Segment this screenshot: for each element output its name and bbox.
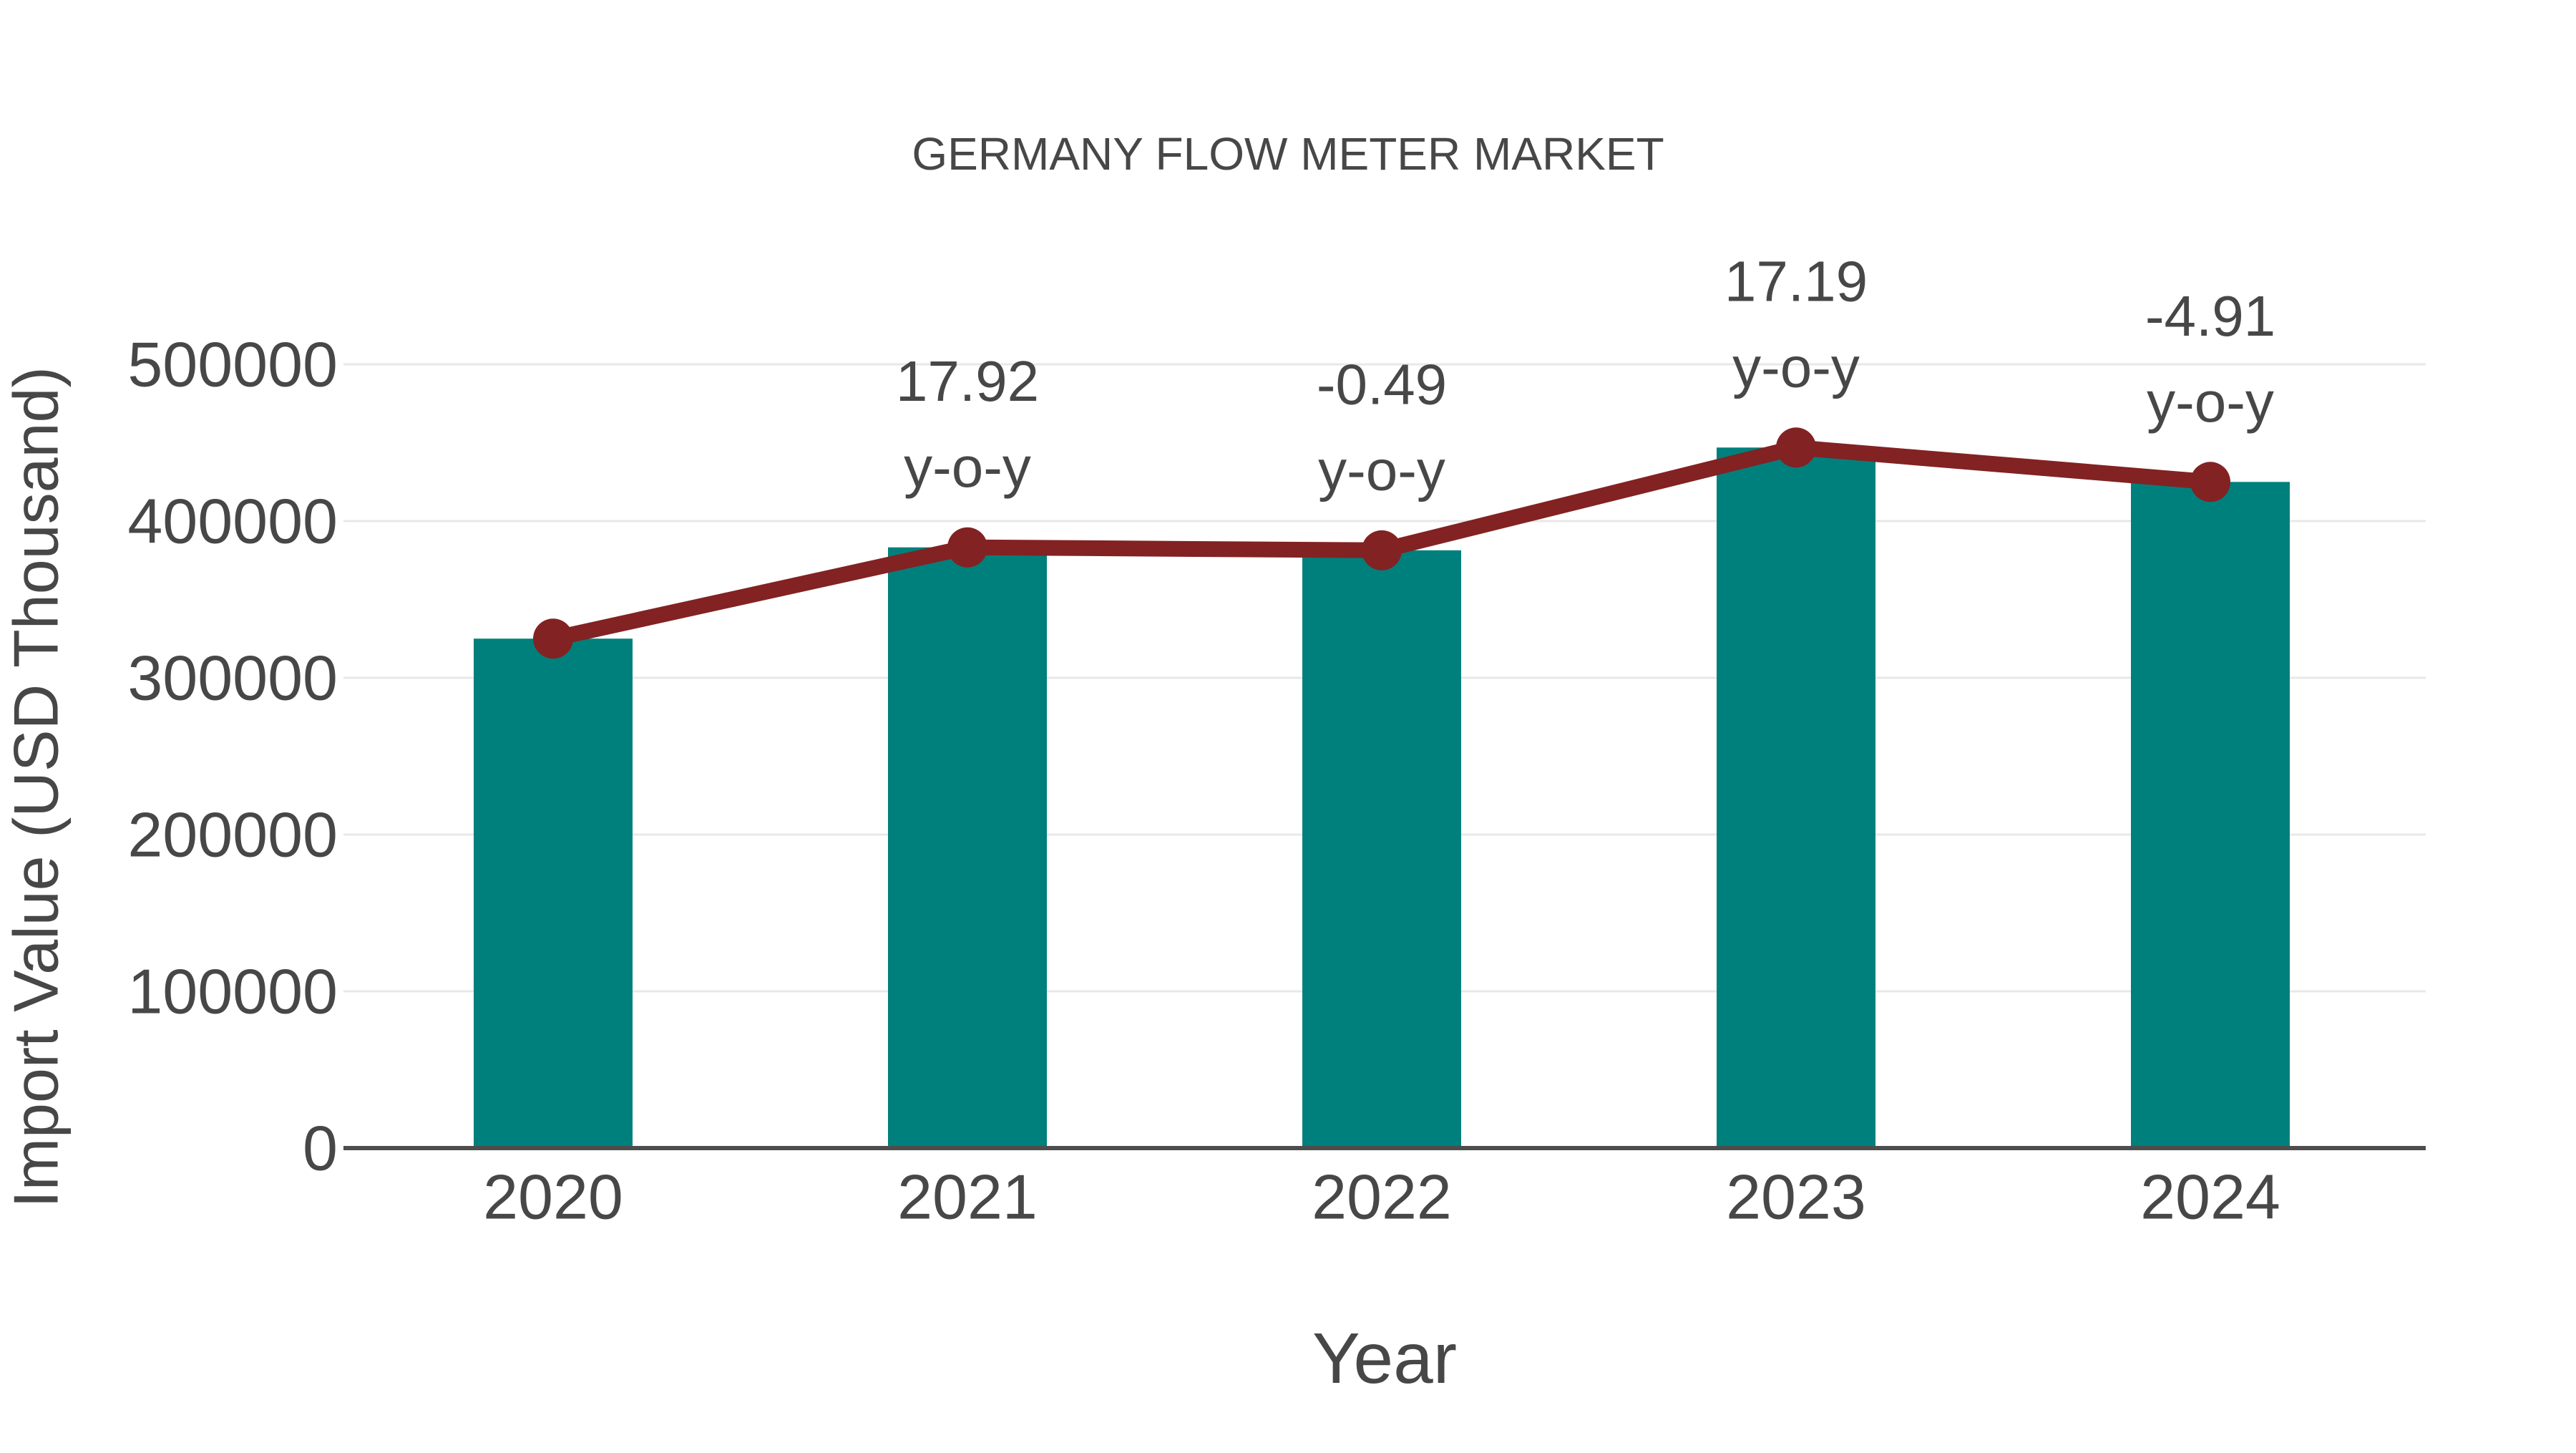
annotation-2023-suffix: y-o-y — [1732, 336, 1860, 399]
y-tick-label-300000: 300000 — [127, 643, 338, 714]
line-series — [533, 427, 2230, 659]
y-axis-title: Import Value (USD Thousand) — [1, 366, 72, 1208]
bar-2024 — [2131, 482, 2290, 1148]
annotation-2021-value: 17.92 — [896, 349, 1039, 413]
y-axis-tick-labels: 0 100000 200000 300000 400000 500000 — [127, 329, 338, 1184]
marker-2022 — [1362, 530, 1402, 570]
annotation-2023-value: 17.19 — [1724, 250, 1868, 314]
annotation-2021-suffix: y-o-y — [904, 435, 1031, 499]
marker-2024 — [2190, 462, 2230, 502]
y-tick-label-0: 0 — [303, 1113, 338, 1184]
x-tick-label-2023: 2023 — [1726, 1162, 1866, 1233]
bar-2022 — [1302, 550, 1461, 1148]
yoy-annotations: 17.92 y-o-y -0.49 y-o-y 17.19 y-o-y -4.91 y-o-y — [896, 250, 2275, 502]
annotation-2022-value: -0.49 — [1317, 352, 1447, 416]
annotation-2022-suffix: y-o-y — [1318, 438, 1445, 502]
marker-2023 — [1776, 427, 1816, 468]
y-tick-label-400000: 400000 — [127, 486, 338, 557]
bar-series — [474, 447, 2290, 1148]
x-tick-label-2020: 2020 — [483, 1162, 623, 1233]
x-axis-tick-labels: 2020 2021 2022 2023 2024 — [483, 1162, 2280, 1233]
x-tick-label-2024: 2024 — [2140, 1162, 2280, 1233]
annotation-2024-suffix: y-o-y — [2147, 370, 2274, 434]
x-tick-label-2022: 2022 — [1312, 1162, 1452, 1233]
y-tick-label-100000: 100000 — [127, 956, 338, 1027]
x-axis-title: Year — [1312, 1318, 1457, 1399]
y-tick-label-500000: 500000 — [127, 329, 338, 400]
bar-2021 — [888, 547, 1047, 1148]
marker-2020 — [533, 618, 573, 659]
y-tick-label-200000: 200000 — [127, 800, 338, 870]
annotation-2024-value: -4.91 — [2145, 284, 2275, 348]
x-tick-label-2021: 2021 — [897, 1162, 1038, 1233]
marker-2021 — [947, 527, 987, 568]
bar-2023 — [1717, 447, 1875, 1148]
bar-2020 — [474, 638, 633, 1148]
chart-title: GERMANY FLOW METER MARKET — [912, 128, 1664, 180]
